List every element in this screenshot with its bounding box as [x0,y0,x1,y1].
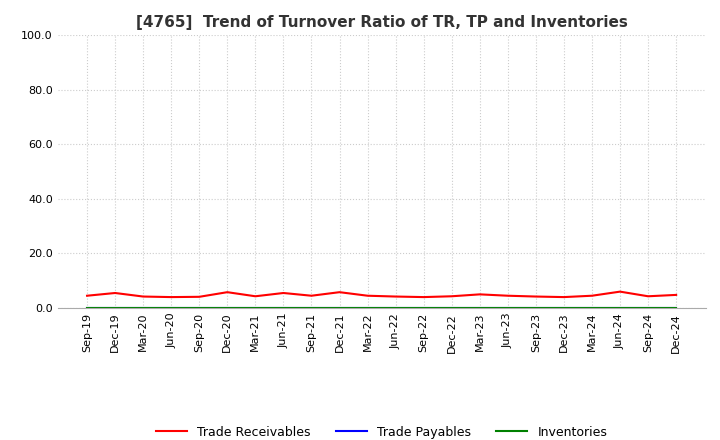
Trade Receivables [307,293,316,298]
Inventories [364,305,372,311]
Trade Payables [391,305,400,310]
Inventories [588,305,596,311]
Trade Receivables [195,294,204,300]
Trade Payables [588,305,596,310]
Trade Receivables [83,293,91,298]
Inventories [336,305,344,311]
Trade Receivables [251,293,260,299]
Trade Receivables [672,292,680,297]
Trade Receivables [419,294,428,300]
Trade Receivables [475,292,484,297]
Trade Payables [195,305,204,310]
Inventories [167,305,176,311]
Inventories [475,305,484,311]
Trade Payables [364,305,372,310]
Inventories [672,305,680,311]
Trade Payables [139,305,148,310]
Legend: Trade Receivables, Trade Payables, Inventories: Trade Receivables, Trade Payables, Inven… [151,421,612,440]
Title: [4765]  Trend of Turnover Ratio of TR, TP and Inventories: [4765] Trend of Turnover Ratio of TR, TP… [135,15,628,30]
Inventories [419,305,428,311]
Trade Receivables [279,290,288,296]
Inventories [644,305,652,311]
Trade Receivables [503,293,512,298]
Trade Receivables [644,293,652,299]
Trade Receivables [111,290,120,296]
Trade Payables [419,305,428,310]
Trade Payables [475,305,484,310]
Trade Receivables [447,293,456,299]
Inventories [307,305,316,311]
Trade Receivables [391,294,400,299]
Inventories [447,305,456,311]
Trade Payables [279,305,288,310]
Trade Payables [251,305,260,310]
Inventories [195,305,204,311]
Inventories [139,305,148,311]
Inventories [391,305,400,311]
Trade Receivables [139,294,148,299]
Trade Payables [223,305,232,310]
Trade Receivables [167,294,176,300]
Trade Payables [531,305,540,310]
Trade Receivables [336,290,344,295]
Trade Receivables [364,293,372,298]
Trade Receivables [616,289,624,294]
Line: Trade Receivables: Trade Receivables [87,292,676,297]
Trade Payables [559,305,568,310]
Inventories [503,305,512,311]
Trade Receivables [223,290,232,295]
Inventories [279,305,288,311]
Inventories [251,305,260,311]
Trade Payables [307,305,316,310]
Trade Payables [167,305,176,310]
Trade Receivables [531,294,540,299]
Trade Receivables [559,294,568,300]
Trade Payables [83,305,91,310]
Trade Payables [111,305,120,310]
Trade Payables [336,305,344,310]
Inventories [223,305,232,311]
Trade Payables [616,305,624,310]
Trade Payables [672,305,680,310]
Inventories [559,305,568,311]
Inventories [531,305,540,311]
Trade Payables [644,305,652,310]
Trade Payables [503,305,512,310]
Inventories [83,305,91,311]
Trade Receivables [588,293,596,298]
Inventories [111,305,120,311]
Inventories [616,305,624,311]
Trade Payables [447,305,456,310]
